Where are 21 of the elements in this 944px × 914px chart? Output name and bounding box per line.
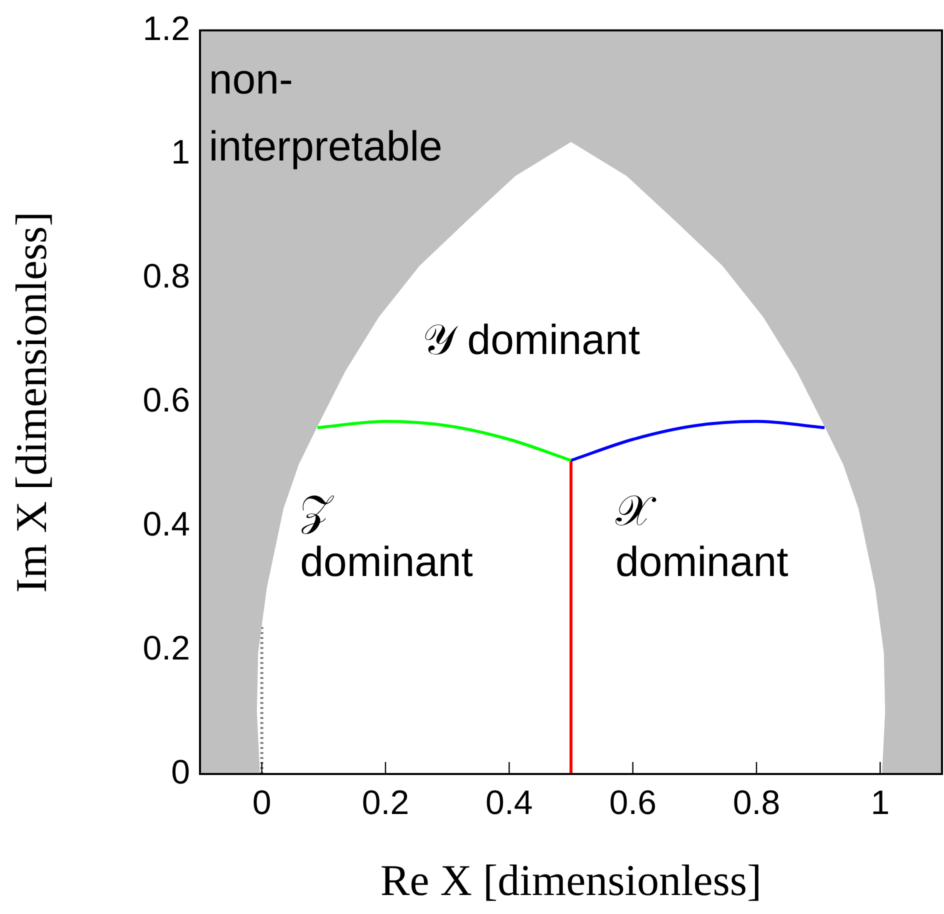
x-tick-label: 0	[252, 784, 272, 822]
line-series	[570, 420, 826, 462]
annotation: non- interpretable	[208, 56, 442, 170]
annotation: 𝒵 dominant	[300, 486, 474, 586]
x-axis-title: Re X [dimensionless]	[380, 856, 762, 906]
x-tick-label: 0.8	[732, 784, 780, 822]
x-tick-label: 0.6	[609, 784, 656, 822]
x-tick-label: 0.2	[362, 784, 410, 822]
line-series	[316, 420, 572, 462]
y-tick-label: 1	[171, 134, 190, 172]
y-tick-label: 1.2	[142, 10, 190, 48]
annotation: 𝒳 dominant	[616, 486, 789, 586]
y-axis-title: Im X [dimensionless]	[6, 212, 56, 593]
y-tick-label: 0.4	[142, 506, 190, 544]
y-tick-label: 0.8	[142, 258, 190, 296]
x-tick-label: 0.4	[486, 784, 533, 822]
x-tick-label: 1	[870, 784, 890, 822]
y-tick-label: 0	[171, 753, 190, 792]
annotation: 𝒴 dominant	[422, 316, 640, 363]
y-tick-label: 0.6	[142, 382, 190, 420]
y-tick-label: 0.2	[142, 629, 190, 668]
